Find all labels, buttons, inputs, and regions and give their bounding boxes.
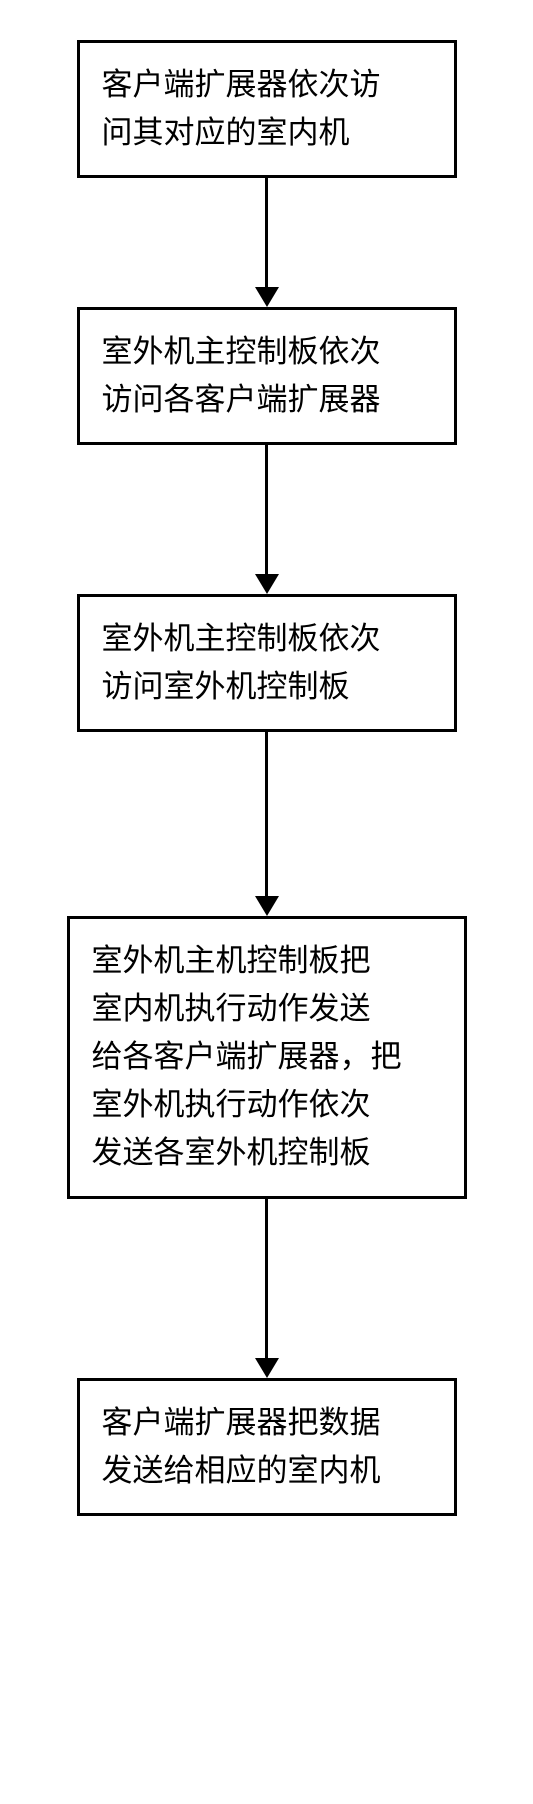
flow-step-2-line-2: 访问各客户端扩展器	[102, 376, 432, 424]
flow-step-4-line-5: 发送各室外机控制板	[92, 1129, 442, 1177]
flow-step-4: 室外机主机控制板把室内机执行动作发送给各客户端扩展器，把室外机执行动作依次发送各…	[67, 916, 467, 1198]
flow-arrow-3	[255, 732, 279, 916]
flow-arrow-2	[255, 445, 279, 594]
flow-step-4-line-1: 室外机主机控制板把	[92, 937, 442, 985]
flow-arrow-1	[255, 178, 279, 307]
flow-step-5-line-1: 客户端扩展器把数据	[102, 1399, 432, 1447]
flow-step-3: 室外机主控制板依次访问室外机控制板	[77, 594, 457, 732]
flow-step-4-line-2: 室内机执行动作发送	[92, 985, 442, 1033]
arrow-head-icon	[255, 896, 279, 916]
flow-step-1-line-2: 问其对应的室内机	[102, 109, 432, 157]
arrow-line	[265, 445, 268, 575]
arrow-head-icon	[255, 1358, 279, 1378]
arrow-head-icon	[255, 574, 279, 594]
flow-step-1-line-1: 客户端扩展器依次访	[102, 61, 432, 109]
flow-step-4-line-3: 给各客户端扩展器，把	[92, 1033, 442, 1081]
flow-step-5-line-2: 发送给相应的室内机	[102, 1447, 432, 1495]
arrow-line	[265, 178, 268, 288]
flow-step-1: 客户端扩展器依次访问其对应的室内机	[77, 40, 457, 178]
flow-step-2: 室外机主控制板依次访问各客户端扩展器	[77, 307, 457, 445]
arrow-head-icon	[255, 287, 279, 307]
flow-step-3-line-2: 访问室外机控制板	[102, 663, 432, 711]
flow-step-3-line-1: 室外机主控制板依次	[102, 615, 432, 663]
flow-step-4-line-4: 室外机执行动作依次	[92, 1081, 442, 1129]
arrow-line	[265, 732, 268, 897]
flow-arrow-4	[255, 1199, 279, 1378]
arrow-line	[265, 1199, 268, 1359]
flow-step-2-line-1: 室外机主控制板依次	[102, 328, 432, 376]
flow-step-5: 客户端扩展器把数据发送给相应的室内机	[77, 1378, 457, 1516]
